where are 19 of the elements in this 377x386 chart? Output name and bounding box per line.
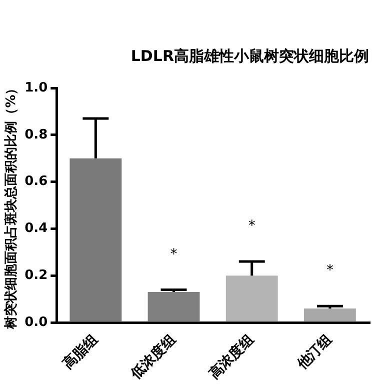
- y-tick-label: 0.4: [24, 221, 48, 236]
- x-tick-label: 低浓度组: [126, 330, 180, 384]
- y-tick-label: 1.0: [24, 80, 48, 96]
- x-tick-label: 高浓度组: [206, 330, 258, 382]
- y-tick-label: 0.6: [24, 174, 48, 190]
- x-tick-label: 他汀组: [294, 332, 336, 374]
- annotation: *: [326, 262, 334, 279]
- bar: [148, 292, 200, 322]
- bar: [70, 158, 122, 322]
- x-tick-label: 高脂组: [59, 330, 102, 373]
- y-axis-title: 树突状细胞面积占斑块总面积的比例（%）: [3, 82, 20, 330]
- y-tick-label: 0.0: [24, 314, 48, 330]
- bar: [226, 276, 278, 322]
- chart-title: LDLR高脂雄性小鼠树突状细胞比例: [130, 46, 369, 65]
- y-tick-label: 0.8: [24, 127, 48, 142]
- annotation: *: [248, 218, 256, 234]
- bar: [304, 308, 356, 322]
- annotation: *: [170, 246, 178, 262]
- y-tick-label: 0.2: [24, 268, 48, 283]
